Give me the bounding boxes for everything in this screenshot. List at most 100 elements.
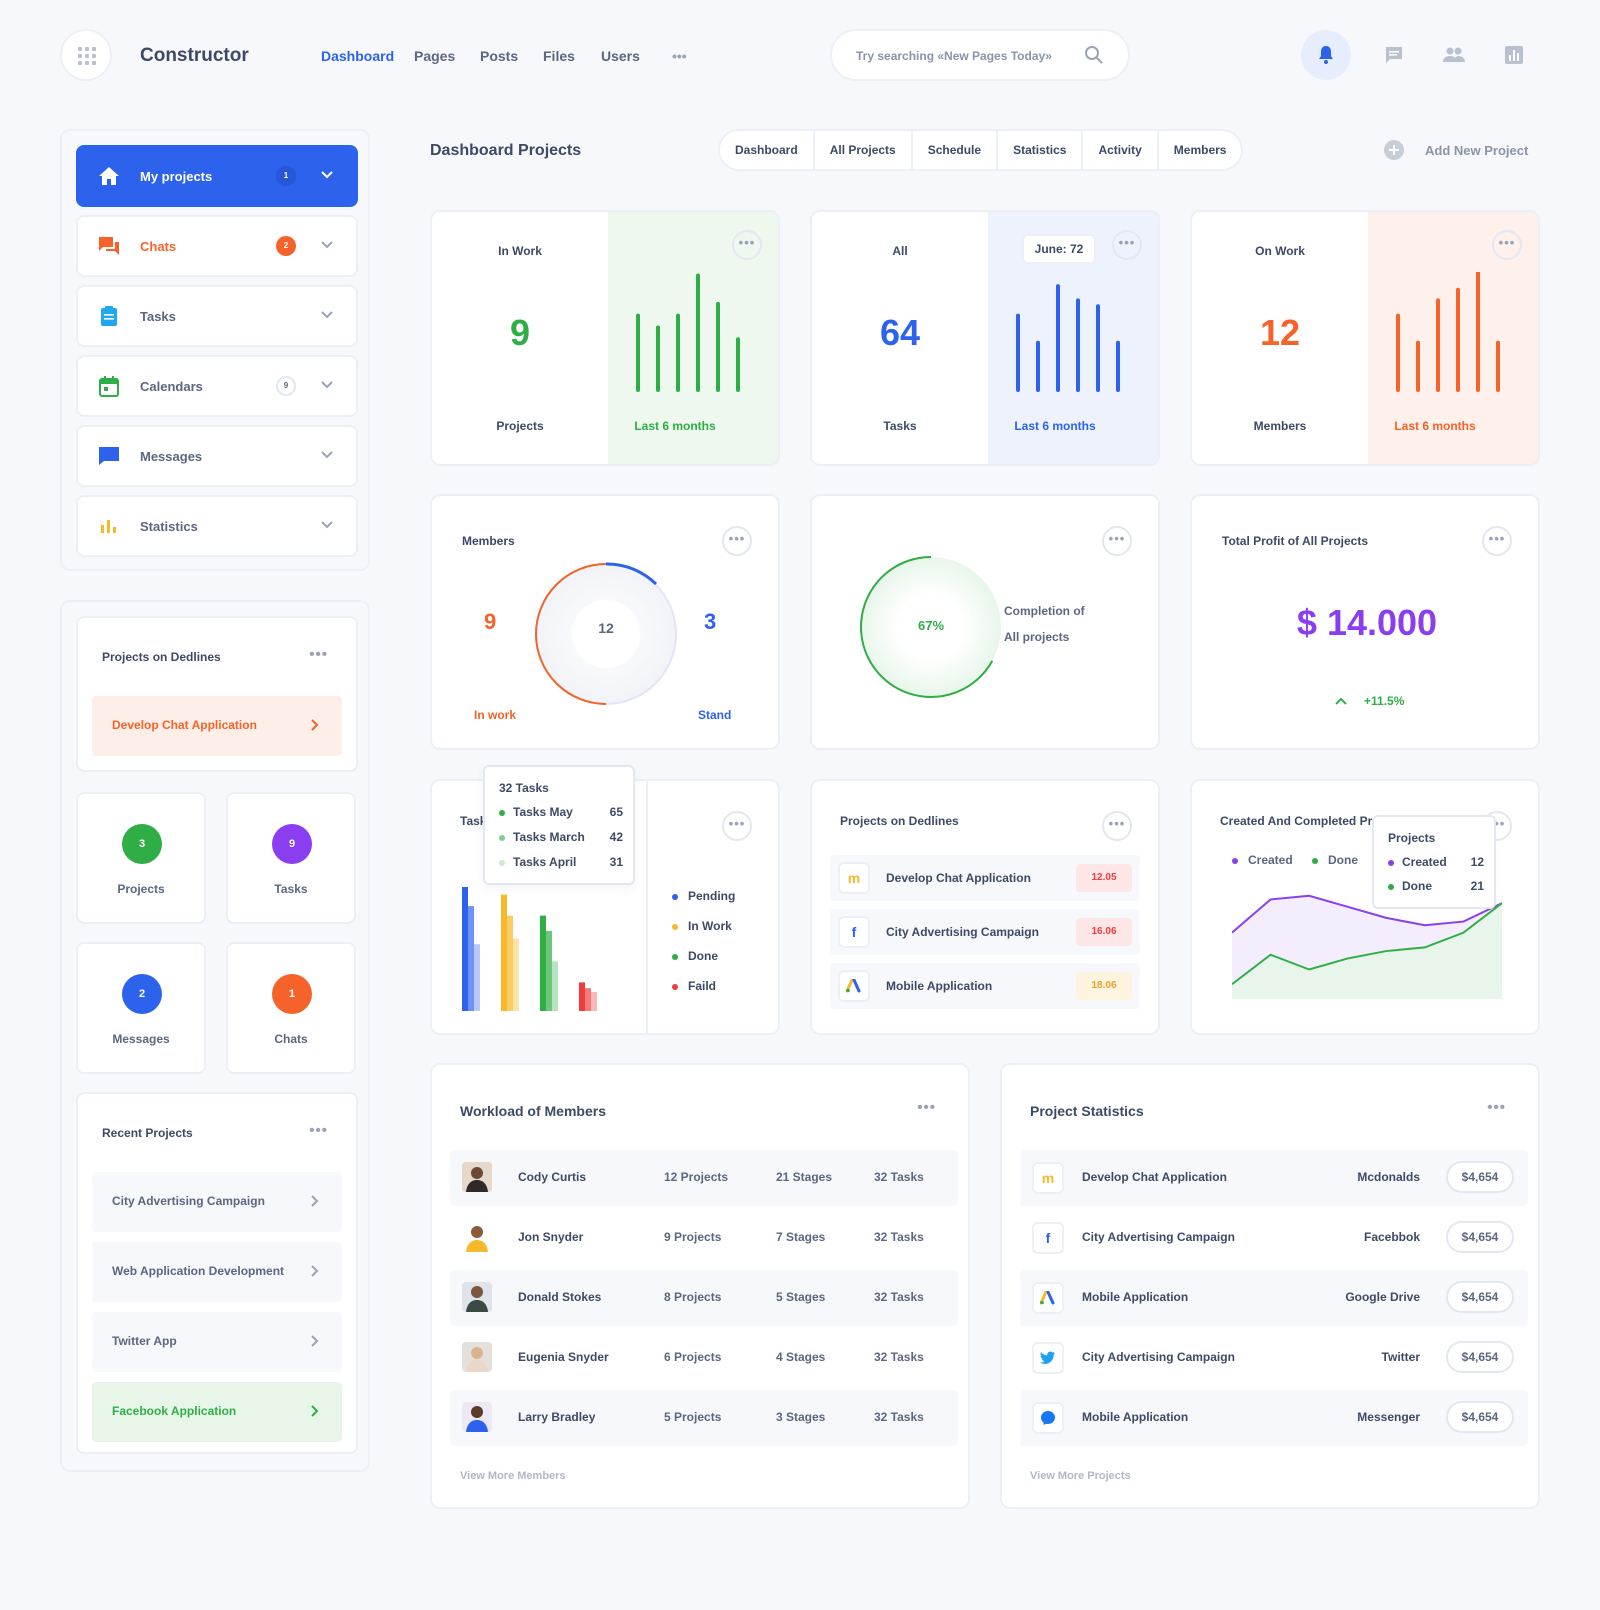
workload-row[interactable]: Cody Curtis 12 Projects 21 Stages 32 Tas… bbox=[450, 1150, 958, 1206]
widget-title: Recent Projects bbox=[102, 1126, 193, 1140]
more-options-icon[interactable]: ••• bbox=[309, 1122, 328, 1139]
sidebar-item-chats[interactable]: Chats 2 bbox=[76, 215, 358, 277]
nav-pages[interactable]: Pages bbox=[414, 48, 456, 64]
project-name: City Advertising Campaign bbox=[1082, 1350, 1235, 1364]
project-stat-row[interactable]: Mobile Application Messenger $4,654 bbox=[1020, 1390, 1528, 1446]
sidebar-item-my-projects[interactable]: My projects 1 bbox=[76, 145, 358, 207]
view-more-members-link[interactable]: View More Members bbox=[460, 1470, 566, 1482]
recent-project-item-active[interactable]: Facebook Application bbox=[92, 1382, 342, 1442]
legend-item-done: Done bbox=[1312, 853, 1358, 867]
card-title: Project Statistics bbox=[1030, 1103, 1144, 1119]
tab-schedule[interactable]: Schedule bbox=[913, 131, 999, 169]
stat-label: Tasks bbox=[274, 882, 308, 896]
nav-more-button[interactable]: ••• bbox=[672, 48, 687, 64]
tasks-tooltip: 32 Tasks Tasks May 65 Tasks March 42 Tasks… bbox=[483, 765, 635, 885]
more-options-icon[interactable]: ••• bbox=[1482, 526, 1512, 556]
recent-project-item[interactable]: City Advertising Campaign bbox=[92, 1172, 342, 1232]
recent-project-item[interactable]: Twitter App bbox=[92, 1312, 342, 1372]
tab-all-projects[interactable]: All Projects bbox=[815, 131, 913, 169]
workload-row[interactable]: Donald Stokes 8 Projects 5 Stages 32 Tas… bbox=[450, 1270, 958, 1326]
workload-row[interactable]: Eugenia Snyder 6 Projects 4 Stages 32 Ta… bbox=[450, 1330, 958, 1386]
calendar-icon bbox=[99, 376, 119, 397]
workload-row[interactable]: Jon Snyder 9 Projects 7 Stages 32 Tasks bbox=[450, 1210, 958, 1266]
add-project-label[interactable]: Add New Project bbox=[1425, 143, 1529, 158]
project-stat-row[interactable]: Mobile Application Google Drive $4,654 bbox=[1020, 1270, 1528, 1326]
card-title: Projects on Dedlines bbox=[840, 814, 959, 828]
more-options-icon[interactable]: ••• bbox=[1102, 811, 1132, 841]
deadline-row[interactable]: f City Advertising Campaign 16.06 bbox=[830, 909, 1140, 955]
messages-button[interactable] bbox=[1369, 30, 1419, 80]
recent-project-label: Facebook Application bbox=[112, 1404, 237, 1418]
deadlines-widget: Projects on Dedlines ••• Develop Chat Ap… bbox=[76, 616, 358, 772]
more-options-icon[interactable]: ••• bbox=[722, 811, 752, 841]
workload-row[interactable]: Larry Bradley 5 Projects 3 Stages 32 Tas… bbox=[450, 1390, 958, 1446]
area-line bbox=[1232, 902, 1502, 986]
search-input[interactable]: Try searching «New Pages Today» bbox=[830, 29, 1130, 81]
sidebar-item-calendars[interactable]: Calendars 9 bbox=[76, 355, 358, 417]
mini-stat-messages[interactable]: 2 Messages bbox=[76, 942, 206, 1074]
area-line bbox=[1232, 894, 1502, 934]
more-options-icon[interactable]: ••• bbox=[1492, 230, 1522, 260]
stat-label: Messages bbox=[112, 1032, 170, 1046]
nav-users[interactable]: Users bbox=[601, 48, 640, 64]
team-button[interactable] bbox=[1429, 30, 1479, 80]
sidebar-item-messages[interactable]: Messages bbox=[76, 425, 358, 487]
members-in-work-label: In work bbox=[474, 708, 517, 722]
view-more-projects-link[interactable]: View More Projects bbox=[1030, 1470, 1131, 1482]
messenger-icon bbox=[1032, 1402, 1064, 1434]
tab-activity[interactable]: Activity bbox=[1083, 131, 1159, 169]
more-options-icon[interactable]: ••• bbox=[1112, 230, 1142, 260]
deadline-item-label: Develop Chat Application bbox=[112, 718, 257, 732]
stat-label: Projects bbox=[117, 882, 165, 896]
sidebar-item-tasks[interactable]: Tasks bbox=[76, 285, 358, 347]
stat-count: 3 bbox=[122, 824, 162, 864]
legend-label: Faild bbox=[688, 979, 717, 993]
more-options-icon[interactable]: ••• bbox=[309, 646, 328, 663]
nav-posts[interactable]: Posts bbox=[480, 48, 519, 64]
plus-icon bbox=[1389, 145, 1399, 155]
area-fill bbox=[1232, 903, 1502, 999]
more-options-icon[interactable]: ••• bbox=[732, 230, 762, 260]
tab-members[interactable]: Members bbox=[1173, 143, 1227, 157]
project-stat-row[interactable]: m Develop Chat Application Mcdonalds $4,… bbox=[1020, 1150, 1528, 1206]
recent-project-item[interactable]: Web Application Development bbox=[92, 1242, 342, 1302]
area-tooltip: Projects Created 12 Done 21 bbox=[1372, 815, 1496, 909]
members-donut bbox=[535, 562, 677, 705]
apps-menu-button[interactable] bbox=[60, 29, 112, 81]
more-options-icon[interactable]: ••• bbox=[1487, 1099, 1506, 1116]
project-amount: $4,654 bbox=[1446, 1341, 1514, 1373]
more-options-icon[interactable]: ••• bbox=[722, 526, 752, 556]
project-stat-row[interactable]: City Advertising Campaign Twitter $4,654 bbox=[1020, 1330, 1528, 1386]
notifications-button[interactable] bbox=[1301, 30, 1351, 80]
area-chart bbox=[1232, 894, 1502, 999]
member-projects: 8 Projects bbox=[664, 1290, 722, 1304]
avatar bbox=[462, 1162, 492, 1192]
deadline-row[interactable]: Mobile Application 18.06 bbox=[830, 963, 1140, 1009]
mini-stat-projects[interactable]: 3 Projects bbox=[76, 792, 206, 924]
sidebar-item-statistics[interactable]: Statistics bbox=[76, 495, 358, 557]
tab-statistics[interactable]: Statistics bbox=[998, 131, 1084, 169]
deadline-item[interactable]: Develop Chat Application bbox=[92, 696, 342, 756]
legend-item-pending: Pending bbox=[672, 889, 735, 919]
project-statistics-card: Project Statistics ••• m Develop Chat Ap… bbox=[1000, 1063, 1540, 1509]
tasks-bar-chart bbox=[462, 887, 597, 1011]
card-title: Created And Completed Projects bbox=[1220, 814, 1380, 828]
statistics-icon bbox=[101, 520, 116, 533]
mini-stat-tasks[interactable]: 9 Tasks bbox=[226, 792, 356, 924]
kpi-label: Members bbox=[1253, 419, 1307, 433]
nav-files[interactable]: Files bbox=[543, 48, 575, 64]
google-ads-icon bbox=[1032, 1282, 1064, 1314]
tasks-legend: Pending In Work Done Faild bbox=[672, 889, 735, 1009]
more-options-icon[interactable]: ••• bbox=[917, 1099, 936, 1116]
more-options-icon[interactable]: ••• bbox=[1102, 526, 1132, 556]
completion-ring bbox=[860, 556, 1001, 698]
nav-dashboard[interactable]: Dashboard bbox=[321, 48, 395, 64]
deadline-row[interactable]: m Develop Chat Application 12.05 bbox=[830, 855, 1140, 901]
project-stat-row[interactable]: f City Advertising Campaign Facebbok $4,… bbox=[1020, 1210, 1528, 1266]
tasks-bar bbox=[591, 991, 597, 1011]
reports-button[interactable] bbox=[1489, 30, 1539, 80]
stat-count: 1 bbox=[272, 974, 312, 1014]
tab-dashboard[interactable]: Dashboard bbox=[720, 131, 815, 169]
mini-stat-chats[interactable]: 1 Chats bbox=[226, 942, 356, 1074]
add-project-button[interactable] bbox=[1384, 140, 1404, 160]
